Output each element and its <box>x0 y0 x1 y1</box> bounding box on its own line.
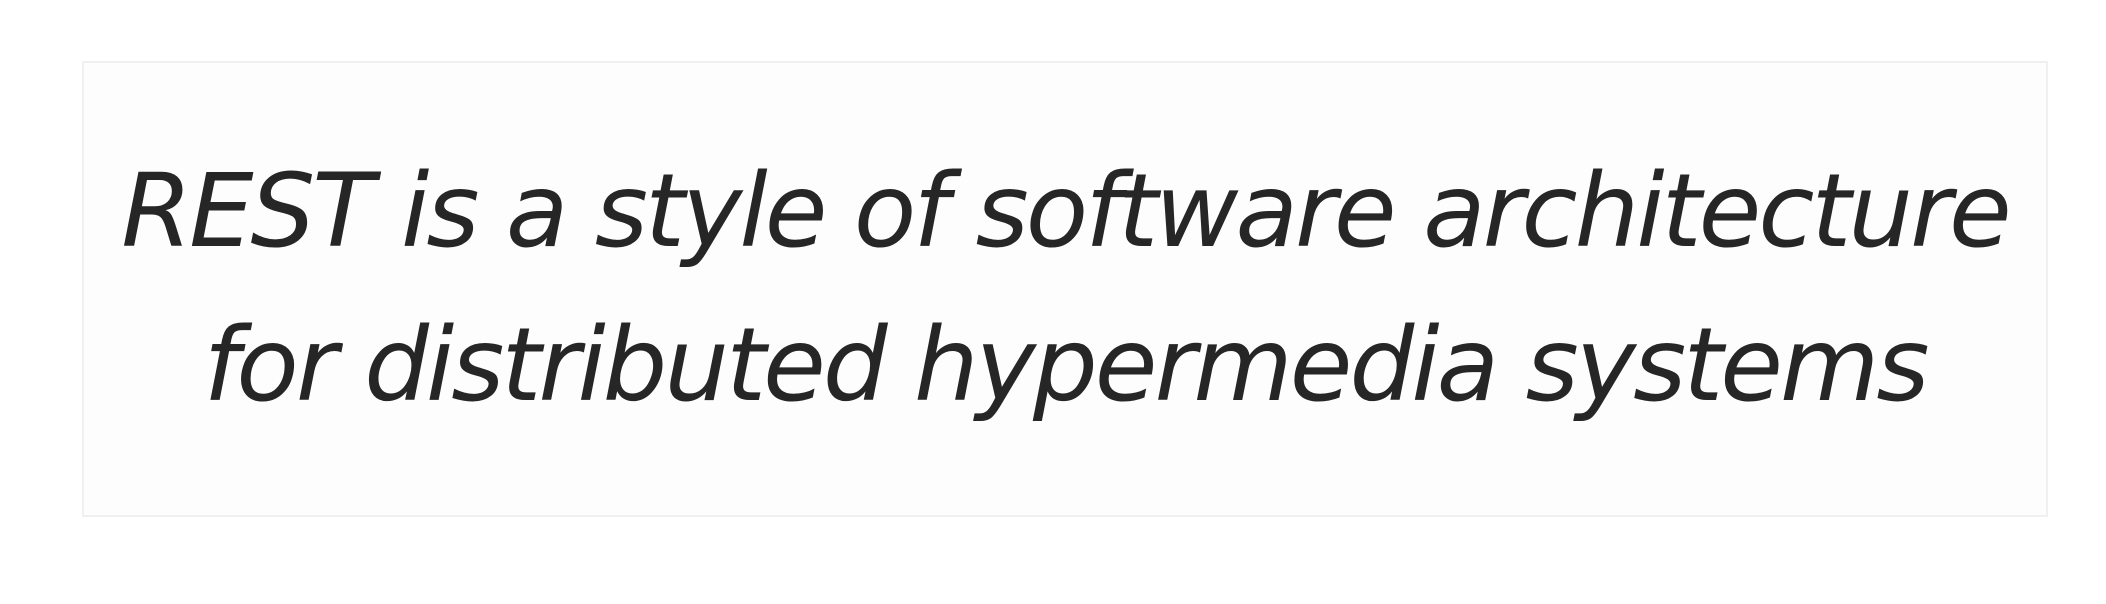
quote-text: REST is a style of software architecture… <box>121 135 2012 443</box>
quote-line-1: REST is a style of software architecture <box>121 152 2012 271</box>
quote-line-2: for distributed hypermedia systems <box>203 306 1930 425</box>
quote-card: REST is a style of software architecture… <box>82 61 2048 517</box>
